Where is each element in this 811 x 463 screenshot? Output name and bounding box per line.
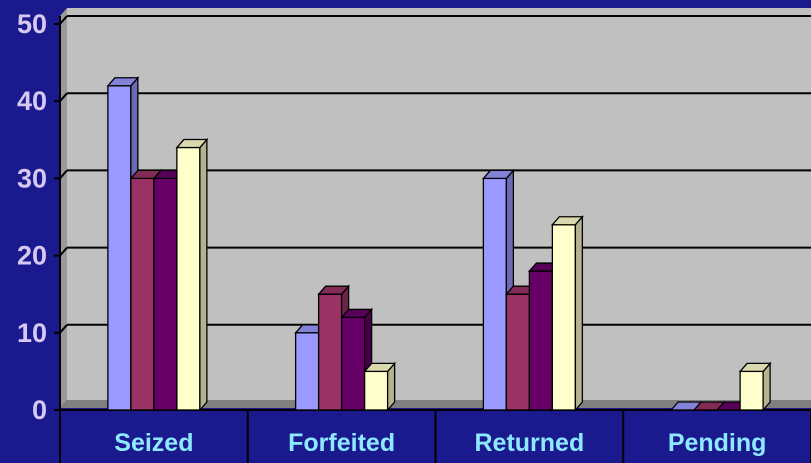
bar-front — [340, 316, 366, 411]
bar-top — [550, 216, 584, 226]
bar-top — [340, 308, 374, 319]
bar-side — [574, 214, 584, 412]
bar-forfeited-series-3 — [340, 307, 374, 412]
y-tick-labels: 0 10 20 30 40 50 — [17, 9, 60, 425]
bar-front — [176, 146, 201, 411]
x-tick-label-seized: Seized — [114, 429, 193, 457]
bar-front — [528, 270, 554, 411]
bar-front — [739, 370, 764, 411]
y-tick-label: 40 — [17, 86, 47, 116]
x-tick-label-returned: Returned — [475, 429, 585, 457]
bar-front — [505, 293, 531, 411]
bar-top — [175, 138, 209, 149]
gridline-depth — [59, 324, 68, 334]
gridline-depth — [59, 92, 68, 102]
bars — [106, 76, 772, 412]
bar-front — [153, 177, 178, 411]
x-tick-labels: Seized Forfeited Returned Pending — [59, 410, 811, 463]
bar-returned-series-4 — [550, 214, 584, 412]
bar-pending-series-4 — [738, 361, 772, 412]
y-tick-label: 20 — [17, 241, 47, 271]
bar-front — [551, 224, 577, 411]
bar-front — [363, 370, 389, 411]
bar-top — [363, 362, 397, 373]
bar-top — [481, 169, 515, 180]
y-tick-label: 0 — [32, 395, 47, 425]
x-tick-label-forfeited: Forfeited — [288, 429, 395, 457]
gridline-depth — [59, 169, 68, 180]
bar-top — [738, 362, 772, 373]
bar-front — [294, 332, 320, 411]
plot-side-wall — [60, 8, 67, 408]
bar-forfeited-series-4 — [363, 361, 397, 412]
plot-back-wall — [67, 8, 811, 400]
bar-front — [107, 85, 132, 411]
gridline-depth — [59, 15, 68, 25]
y-tick-label: 50 — [17, 9, 47, 39]
bar-front — [130, 177, 155, 411]
gridline-depth — [59, 246, 68, 257]
y-tick-label: 10 — [17, 318, 47, 348]
bar-top — [106, 77, 140, 87]
bar-front — [317, 293, 343, 411]
x-tick-label-pending: Pending — [668, 429, 767, 457]
bar-front — [482, 177, 508, 411]
plot-floor — [60, 400, 811, 408]
y-tick-label: 30 — [17, 163, 47, 193]
bar-side — [199, 137, 208, 412]
bar-top — [317, 285, 351, 295]
bar-seized-series-4 — [175, 137, 209, 412]
